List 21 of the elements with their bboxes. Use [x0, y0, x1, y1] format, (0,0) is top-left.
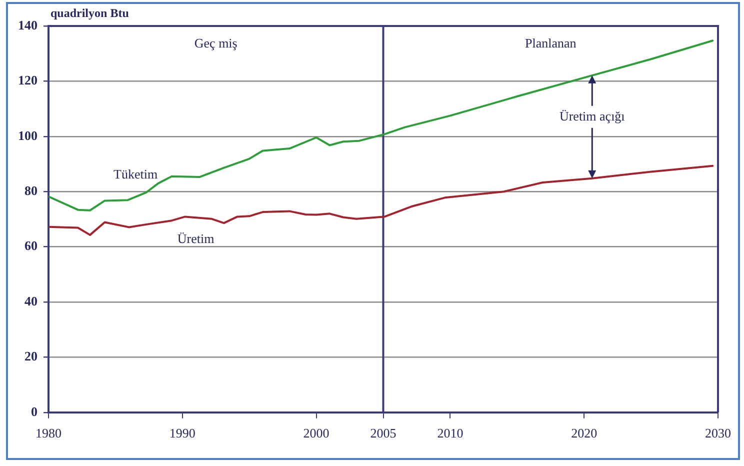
y-tick-label: 120: [18, 72, 38, 88]
y-tick-label: 0: [31, 404, 38, 419]
x-tick-label: 2030: [705, 426, 731, 441]
y-tick-label: 80: [24, 182, 38, 198]
y-tick-label: 140: [18, 17, 38, 32]
x-tick-label: 1980: [36, 426, 62, 441]
x-tick-label: 2020: [571, 426, 598, 441]
y-tick-label: 100: [18, 128, 38, 143]
x-tick-label: 2010: [437, 426, 464, 441]
annotation: Planlanan: [524, 35, 577, 50]
annotation: Üretim açığı: [559, 108, 626, 124]
y-tick-label: 20: [24, 348, 38, 364]
y-tick-label: 40: [24, 293, 38, 308]
x-tick-label: 2000: [303, 426, 330, 441]
series-label: Tüketim: [114, 166, 158, 182]
x-tick-label: 1990: [169, 426, 196, 441]
series-label: Üretim: [177, 231, 214, 246]
annotation: Geç miş: [194, 35, 238, 50]
x-tick-label: 2005: [370, 426, 396, 441]
y-tick-label: 60: [24, 238, 38, 254]
y-axis-title: quadrilyon Btu: [50, 6, 130, 20]
